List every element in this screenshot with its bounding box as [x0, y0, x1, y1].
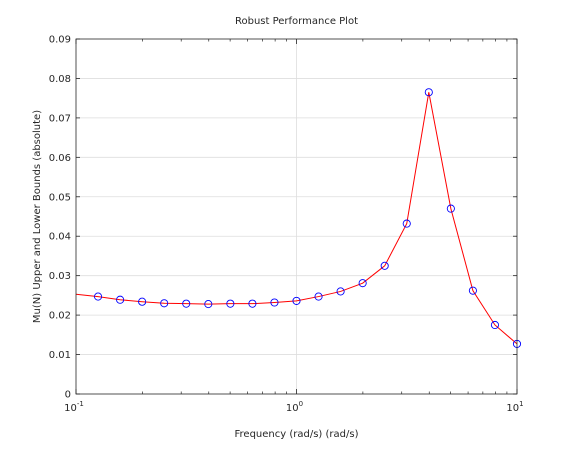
- x-tick-exponent: 1: [519, 400, 523, 408]
- lower-bound-marker: [490, 320, 500, 330]
- lower-bound-marker: [446, 204, 455, 213]
- lower-bound-marker: [226, 299, 235, 308]
- lower-bound-marker: [336, 287, 345, 296]
- x-tick-exponent: 0: [299, 400, 303, 408]
- y-axis-label: Mu(N) Upper and Lower Bounds (absolute): [32, 110, 43, 323]
- lower-bound-marker: [204, 300, 213, 309]
- y-tick-label: 0.09: [49, 35, 71, 46]
- chart-title: Robust Performance Plot: [235, 16, 358, 27]
- lower-bound-marker: [94, 292, 103, 301]
- grid-layer: [76, 39, 517, 394]
- x-axis-label: Frequency (rad/s) (rad/s): [235, 429, 359, 440]
- lower-bound-marker: [138, 297, 147, 306]
- x-tick-label: 101: [506, 400, 523, 414]
- tick-layer: 00.010.020.030.040.050.060.070.080.0910-…: [49, 35, 524, 415]
- lower-bound-marker: [292, 296, 301, 305]
- lower-bound-marker: [402, 219, 411, 228]
- series-layer: [75, 88, 522, 348]
- lower-bound-marker: [424, 88, 433, 97]
- lower-bound-marker: [358, 279, 367, 288]
- y-tick-label: 0.06: [49, 153, 71, 164]
- x-tick-base: 10: [506, 403, 519, 414]
- x-tick-exponent: -1: [77, 400, 84, 408]
- lower-bound-marker: [314, 292, 323, 301]
- upper-bound-line: [75, 92, 518, 345]
- x-tick-label: 10-1: [64, 400, 84, 414]
- lower-bound-marker: [468, 286, 477, 295]
- x-tick-label: 100: [286, 400, 303, 414]
- y-tick-label: 0.08: [49, 74, 71, 85]
- y-tick-label: 0: [65, 390, 71, 401]
- x-tick-base: 10: [286, 403, 299, 414]
- lower-bound-marker: [116, 295, 125, 304]
- lower-bound-marker: [380, 261, 389, 270]
- y-tick-label: 0.01: [49, 350, 71, 361]
- lower-bound-marker: [182, 299, 191, 308]
- lower-bound-marker: [248, 299, 257, 308]
- lower-bound-marker: [270, 298, 279, 307]
- y-tick-label: 0.02: [49, 311, 71, 322]
- y-tick-label: 0.03: [49, 271, 71, 282]
- y-tick-label: 0.05: [49, 192, 71, 203]
- y-tick-label: 0.07: [49, 113, 71, 124]
- y-tick-label: 0.04: [49, 232, 71, 243]
- lower-bound-marker: [160, 299, 169, 308]
- x-tick-base: 10: [64, 403, 77, 414]
